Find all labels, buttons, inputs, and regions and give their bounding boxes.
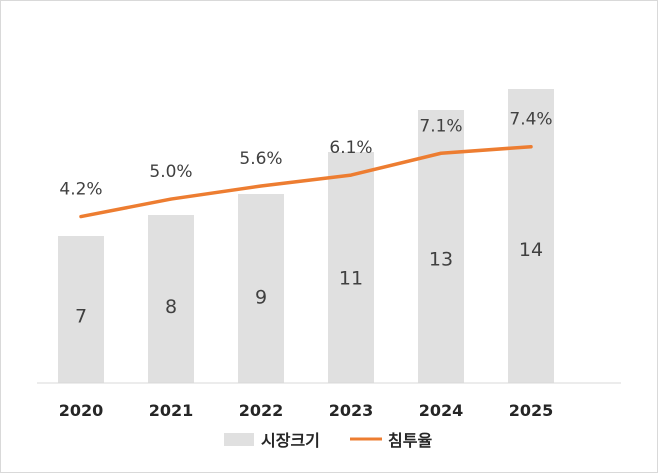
line-label-2023: 6.1% bbox=[329, 138, 372, 158]
line-point-2024 bbox=[439, 151, 443, 155]
line-label-2025: 7.4% bbox=[509, 110, 552, 130]
tick-label-2021: 2021 bbox=[149, 401, 194, 420]
bar-2021 bbox=[148, 215, 194, 383]
bar-label-2020: 7 bbox=[75, 305, 87, 327]
tick-label-2023: 2023 bbox=[329, 401, 374, 420]
legend-swatch-bar bbox=[224, 433, 254, 446]
legend-label-line: 침투율 bbox=[388, 431, 432, 450]
line-series: 4.2% 5.0% 5.6% 6.1% 7.1% 7.4% bbox=[59, 110, 553, 219]
bar-label-2024: 13 bbox=[429, 249, 453, 271]
line-label-2022: 5.6% bbox=[239, 149, 282, 169]
bar-series: 7 8 9 11 13 14 bbox=[58, 89, 554, 383]
line-point-2021 bbox=[169, 197, 173, 201]
bar-label-2021: 8 bbox=[165, 296, 177, 318]
legend: 시장크기 침투율 bbox=[224, 431, 432, 450]
tick-label-2022: 2022 bbox=[239, 401, 284, 420]
line-label-2020: 4.2% bbox=[59, 180, 102, 200]
tick-label-2020: 2020 bbox=[59, 401, 104, 420]
tick-label-2025: 2025 bbox=[509, 401, 554, 420]
line-point-2020 bbox=[79, 215, 83, 219]
line-label-2024: 7.1% bbox=[419, 116, 462, 136]
legend-label-bar: 시장크기 bbox=[261, 431, 320, 450]
tick-label-2024: 2024 bbox=[419, 401, 464, 420]
line-point-2022 bbox=[259, 184, 263, 188]
line-path bbox=[79, 144, 533, 219]
bar-2020 bbox=[58, 236, 104, 383]
line-point-2025 bbox=[529, 145, 533, 149]
bar-2023 bbox=[328, 152, 374, 383]
bar-label-2023: 11 bbox=[339, 268, 363, 290]
line-point-2023 bbox=[349, 173, 353, 177]
bar-2025 bbox=[508, 89, 554, 383]
bar-label-2022: 9 bbox=[255, 286, 267, 308]
line-label-2021: 5.0% bbox=[149, 162, 192, 182]
bar-label-2025: 14 bbox=[519, 239, 543, 261]
x-axis-ticks: 2020 2021 2022 2023 2024 2025 bbox=[59, 401, 554, 420]
bar-2022 bbox=[238, 194, 284, 383]
